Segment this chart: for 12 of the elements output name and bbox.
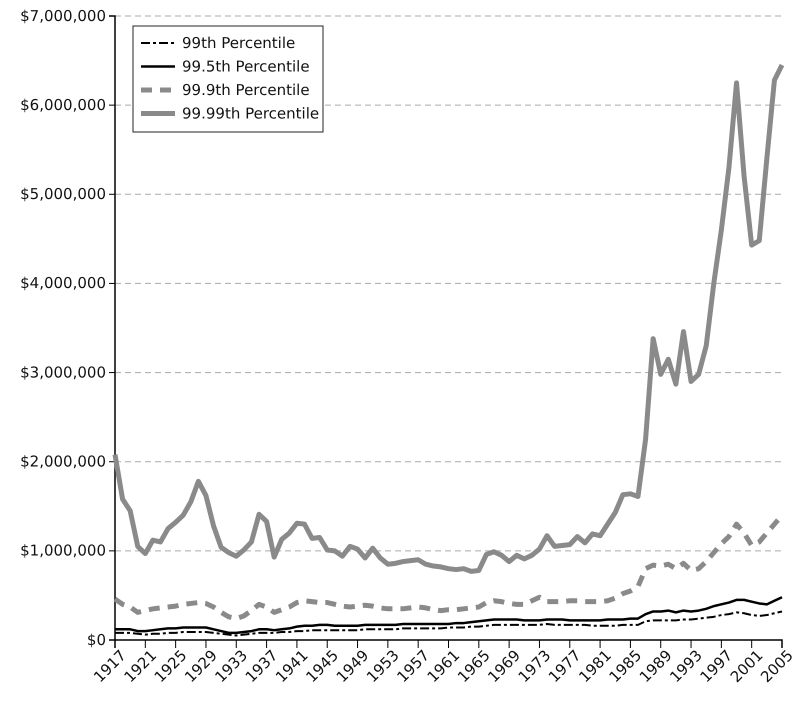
legend-label: 99.5th Percentile <box>182 58 310 76</box>
legend-label: 99.9th Percentile <box>182 81 310 99</box>
y-tick-label: $6,000,000 <box>20 96 106 114</box>
y-tick-label: $5,000,000 <box>20 185 106 204</box>
y-tick-label: $2,000,000 <box>20 452 106 471</box>
y-tick-label: $3,000,000 <box>20 363 106 382</box>
y-tick-label: $1,000,000 <box>20 542 106 560</box>
legend-label: 99th Percentile <box>182 34 296 52</box>
legend-label: 99.99th Percentile <box>182 104 320 122</box>
y-tick-label: $0 <box>86 630 106 649</box>
y-tick-label: $4,000,000 <box>20 274 106 292</box>
y-tick-label: $7,000,000 <box>20 6 106 25</box>
